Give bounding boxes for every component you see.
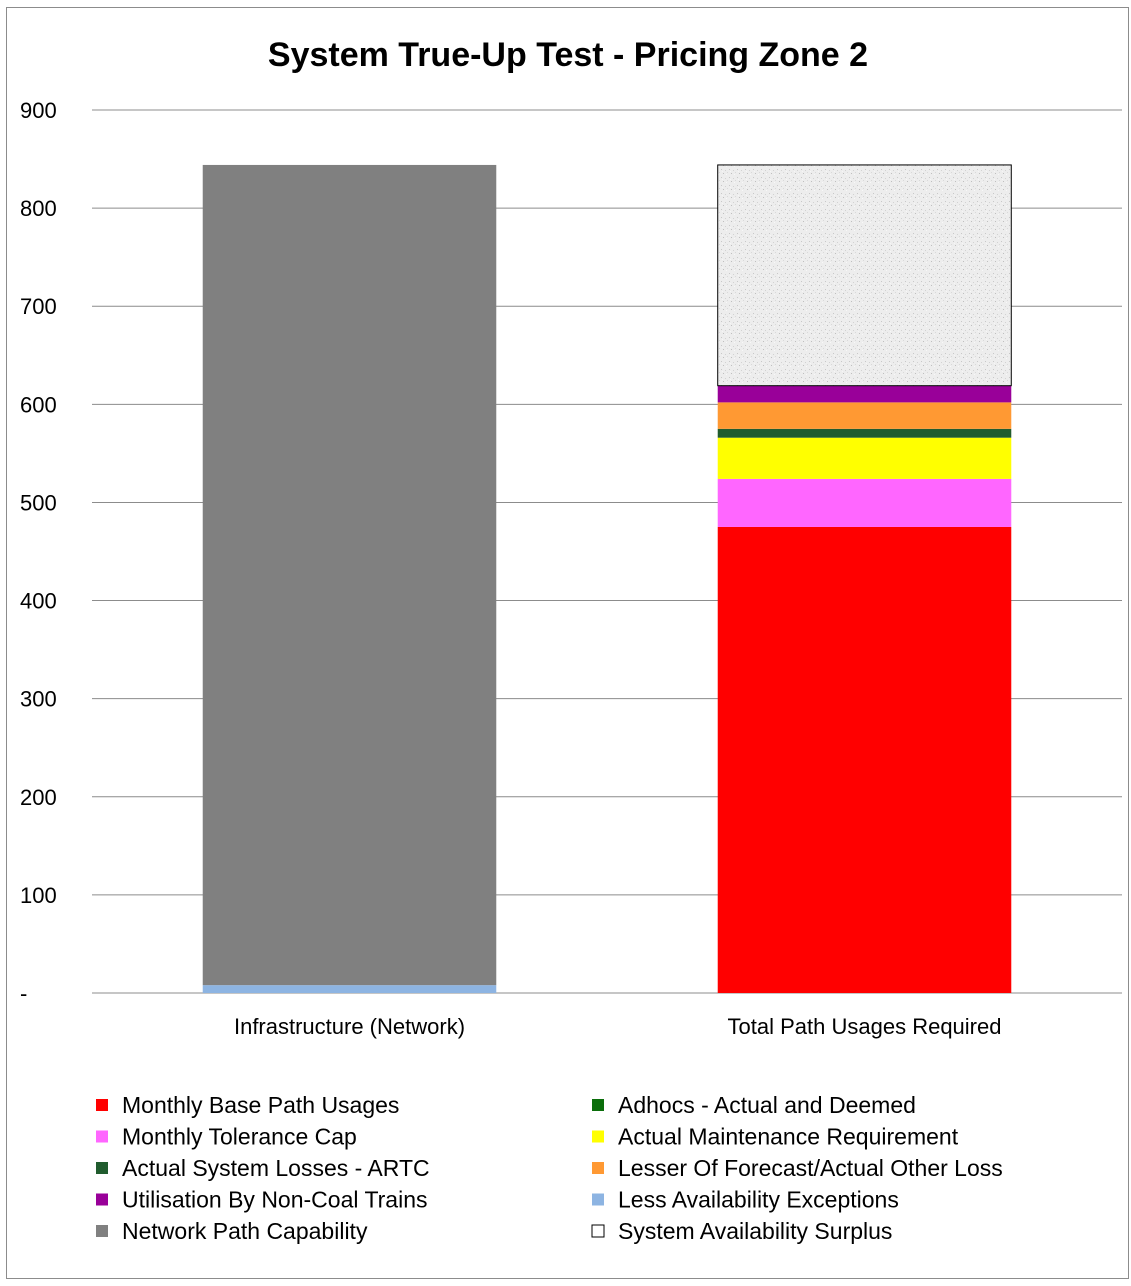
legend-label-actual-maintenance-requirement: Actual Maintenance Requirement (618, 1124, 959, 1150)
bar-infrastructure-network-network-path-capability (202, 164, 497, 986)
legend-swatch-utilisation-by-non-coal-trains (96, 1193, 108, 1206)
legend-label-adhocs-actual-and-deemed: Adhocs - Actual and Deemed (618, 1092, 916, 1118)
legend-swatch-less-availability-exceptions (592, 1193, 604, 1206)
legend-label-system-availability-surplus: System Availability Surplus (618, 1218, 892, 1244)
y-tick-label-400: 400 (20, 589, 57, 614)
legend-swatch-monthly-base-path-usages (96, 1099, 108, 1111)
legend-swatch-monthly-tolerance-cap (96, 1130, 108, 1143)
y-axis-ticks: - 100 200 300 400 500 600 700 800 900 (20, 98, 57, 1006)
y-tick-label-600: 600 (20, 392, 57, 417)
bar-total-path-usages-required-lesser-of-forecast-actual-other-loss (717, 402, 1012, 429)
y-tick-label-0: - (20, 981, 27, 1006)
legend-swatch-actual-maintenance-requirement (592, 1130, 604, 1143)
bar-total-path-usages-required-actual-maintenance-requirement (717, 437, 1012, 479)
legend-label-monthly-tolerance-cap: Monthly Tolerance Cap (122, 1124, 357, 1150)
y-tick-label-800: 800 (20, 196, 57, 221)
legend-label-less-availability-exceptions: Less Availability Exceptions (618, 1187, 899, 1213)
bar-total-path-usages-required-monthly-tolerance-cap (717, 478, 1012, 527)
legend-label-lesser-of-forecast-actual-other-loss: Lesser Of Forecast/Actual Other Loss (618, 1155, 1003, 1181)
bar-total-path-usages-required-actual-system-losses-artc (717, 428, 1012, 438)
legend-swatch-network-path-capability (96, 1225, 108, 1237)
bar-total-path-usages-required-system-availability-surplus (717, 164, 1012, 387)
bar-infrastructure-network-less-availability-exceptions (202, 985, 497, 993)
bar-total-path-usages-required-monthly-base-path-usages (717, 526, 1012, 993)
bars (202, 164, 1012, 993)
legend-label-actual-system-losses-artc: Actual System Losses - ARTC (122, 1155, 430, 1181)
legend-swatch-adhocs-actual-and-deemed (592, 1099, 604, 1111)
bar-total-path-usages-required-utilisation-by-non-coal-trains (717, 385, 1012, 403)
legend: Monthly Base Path Usages Adhocs - Actual … (96, 1092, 1003, 1244)
y-tick-label-500: 500 (20, 490, 57, 515)
legend-label-network-path-capability: Network Path Capability (122, 1218, 368, 1244)
y-tick-label-100: 100 (20, 883, 57, 908)
legend-swatch-actual-system-losses-artc (96, 1162, 108, 1174)
x-axis-categories: Infrastructure (Network) Total Path Usage… (234, 1014, 1002, 1039)
y-tick-label-900: 900 (20, 98, 57, 123)
legend-swatch-lesser-of-forecast-actual-other-loss (592, 1162, 604, 1174)
y-tick-label-300: 300 (20, 687, 57, 712)
x-category-label-1: Infrastructure (Network) (234, 1014, 465, 1039)
legend-label-monthly-base-path-usages: Monthly Base Path Usages (122, 1092, 399, 1118)
legend-label-utilisation-by-non-coal-trains: Utilisation By Non-Coal Trains (122, 1187, 428, 1213)
x-category-label-2: Total Path Usages Required (728, 1014, 1002, 1039)
y-tick-label-700: 700 (20, 294, 57, 319)
y-tick-label-200: 200 (20, 785, 57, 810)
legend-swatch-system-availability-surplus (591, 1224, 605, 1238)
chart-title: System True-Up Test - Pricing Zone 2 (268, 36, 868, 74)
